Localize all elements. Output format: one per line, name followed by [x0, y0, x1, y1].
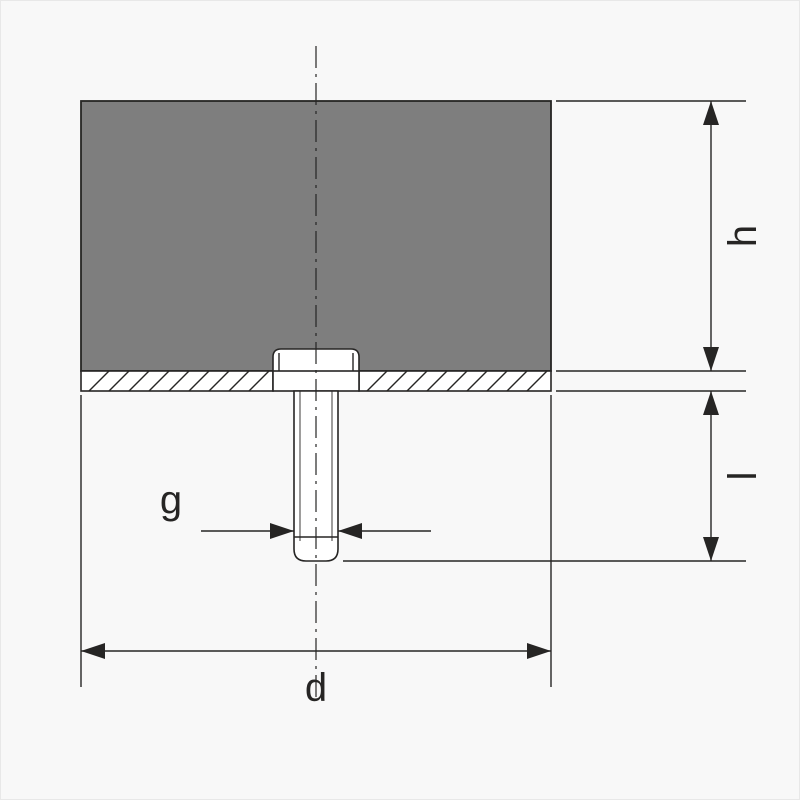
metal-plate-left	[81, 371, 273, 391]
drawing-svg: h l d g	[1, 1, 800, 801]
dimension-l: l	[343, 391, 765, 561]
drawing-frame: h l d g	[0, 0, 800, 800]
dimension-h: h	[556, 101, 765, 371]
label-d: d	[305, 666, 327, 710]
label-l: l	[721, 472, 765, 481]
label-g: g	[160, 478, 182, 522]
metal-plate-right	[359, 371, 551, 391]
label-h: h	[721, 225, 765, 247]
